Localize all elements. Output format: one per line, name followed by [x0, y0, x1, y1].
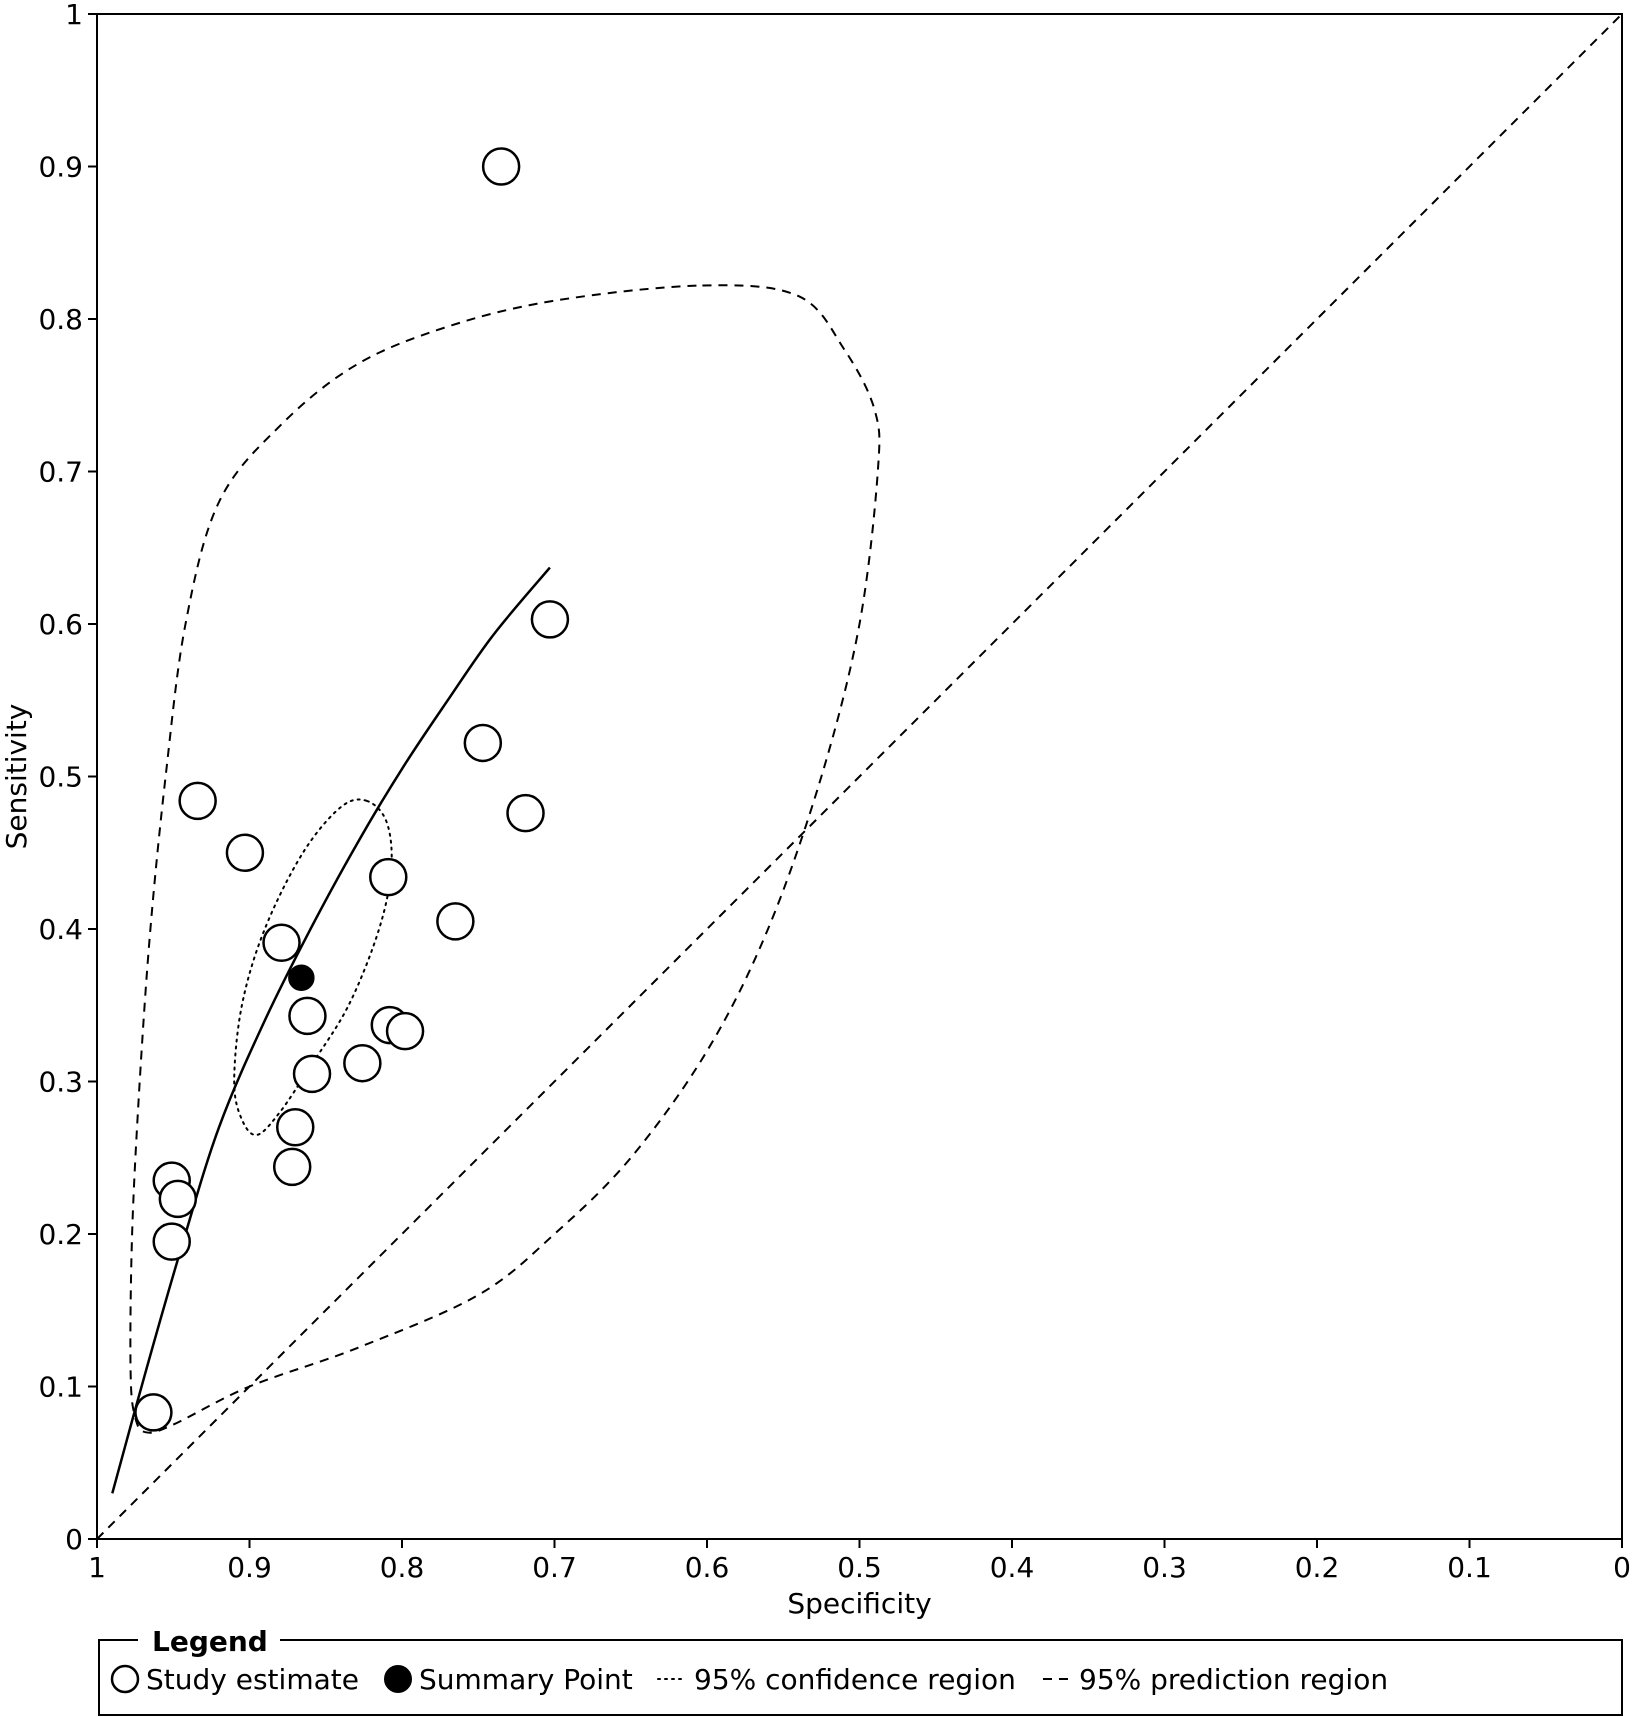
y-tick-label: 0.6: [38, 608, 83, 641]
y-tick-label: 0.2: [38, 1218, 83, 1251]
chance-diagonal-line: [96, 13, 1623, 1540]
study-estimate-point: [134, 1393, 173, 1432]
study-estimate-point: [276, 1108, 315, 1147]
y-tick-label: 0.9: [38, 151, 83, 184]
study-estimate-point: [436, 902, 475, 941]
y-tick-label: 0.3: [38, 1066, 83, 1099]
legend-item-label: 95% confidence region: [694, 1663, 1016, 1696]
study-estimate-point: [158, 1179, 198, 1219]
study-estimate-point: [481, 147, 521, 186]
y-tick-label: 0.5: [38, 761, 83, 794]
x-tick-label: 0.6: [685, 1551, 730, 1584]
95-confidence-region-line: [233, 798, 393, 1136]
study-estimate-point: [178, 781, 217, 821]
y-tick-label: 1: [65, 0, 83, 31]
study-estimate-point: [292, 1054, 332, 1094]
y-tick-label: 0.4: [38, 913, 83, 946]
legend-items: Study estimate Summary Point 95% confidenc…: [110, 1663, 1388, 1696]
legend-study-estimate-symbol: [110, 1664, 140, 1694]
x-tick-label: 0: [1613, 1551, 1631, 1584]
y-tick-label: 0.7: [38, 456, 83, 489]
x-tick-label: 0.4: [990, 1551, 1035, 1584]
x-axis: 1 0.9 0.8 0.7 0.6 0.5 0.4 0.3 0.2 0.1 0: [88, 1539, 1631, 1584]
summary-point: [288, 964, 315, 992]
legend-frame: [98, 1639, 1623, 1716]
study-estimate-point: [152, 1222, 191, 1261]
legend-summary-point-symbol: [384, 1665, 412, 1693]
sroc-curve-line: [111, 566, 551, 1494]
y-tick-label: 0.1: [38, 1371, 83, 1404]
y-tick-label: 0.8: [38, 303, 83, 336]
x-tick-label: 0.2: [1295, 1551, 1340, 1584]
study-estimate-point: [385, 1011, 425, 1051]
x-tick-label: 0.3: [1142, 1551, 1187, 1584]
legend-title: Legend: [152, 1625, 268, 1658]
y-axis: 0 0.1 0.2 0.3 0.4 0.5 0.6 0.7 0.8 0.9 1: [38, 0, 97, 1556]
study-estimate-point: [225, 833, 265, 872]
study-estimate-point: [262, 923, 301, 962]
legend-item-label: 95% prediction region: [1079, 1663, 1388, 1696]
study-estimate-point: [343, 1043, 382, 1083]
legend: Legend Study estimate Summary Point 95% co…: [98, 1625, 1623, 1716]
y-axis-label: Sensitivity: [0, 704, 33, 850]
legend-item-label: Study estimate: [146, 1663, 359, 1696]
x-tick-label: 0.8: [380, 1551, 425, 1584]
y-tick-label: 0: [65, 1523, 83, 1556]
series-layer: [96, 13, 1623, 1540]
legend-item-label: Summary Point: [419, 1663, 633, 1696]
x-tick-label: 0.5: [837, 1551, 882, 1584]
x-tick-label: 0.1: [1447, 1551, 1492, 1584]
study-estimate-point: [288, 996, 327, 1036]
study-estimate-point: [369, 857, 408, 897]
study-estimate-point: [272, 1147, 312, 1187]
x-tick-label: 0.9: [227, 1551, 272, 1584]
study-estimate-point: [530, 600, 570, 639]
95-prediction-region-line: [129, 284, 881, 1434]
study-estimate-point: [463, 723, 503, 763]
study-estimate-point: [506, 793, 545, 833]
x-axis-label: Specificity: [787, 1587, 931, 1620]
x-tick-label: 1: [88, 1551, 106, 1584]
x-tick-label: 0.7: [532, 1551, 577, 1584]
